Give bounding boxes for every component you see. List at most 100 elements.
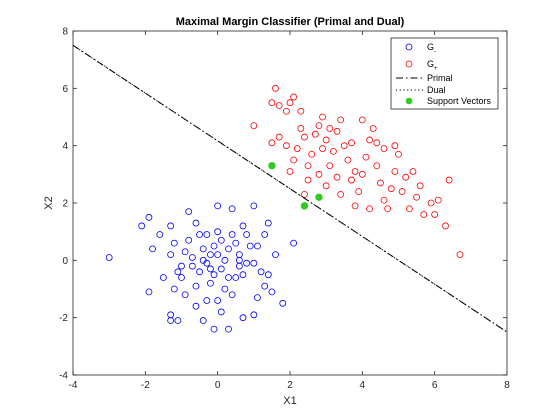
gplus-point	[369, 125, 377, 132]
gminus-point	[261, 282, 269, 290]
gminus-point	[156, 231, 164, 238]
gminus-point	[145, 288, 153, 296]
gminus-point	[149, 245, 156, 253]
y-tick-label: 4	[62, 141, 68, 152]
gplus-point	[326, 162, 334, 170]
gplus-point	[315, 170, 323, 178]
gplus-point	[319, 145, 326, 152]
gminus-point	[207, 251, 214, 259]
support-vector-point	[268, 162, 276, 170]
gminus-point	[170, 239, 178, 247]
gminus-point	[261, 231, 269, 238]
y-tick-label: 2	[62, 199, 68, 210]
dual-line	[73, 44, 507, 333]
gminus-point	[160, 274, 167, 281]
gplus-point	[286, 168, 294, 175]
gplus-point	[427, 199, 435, 207]
gminus-point	[214, 251, 222, 259]
gplus-point	[329, 147, 337, 155]
gminus-point	[235, 256, 243, 264]
gplus-point	[286, 99, 294, 107]
series-gplus	[250, 84, 464, 259]
gplus-point	[358, 116, 366, 124]
legend-marker-sv	[405, 97, 413, 105]
gplus-point	[434, 196, 442, 204]
gplus-point	[322, 182, 330, 190]
gminus-point	[185, 236, 193, 244]
legend-marker-gminus	[405, 43, 413, 51]
gminus-point	[290, 239, 298, 247]
legend-marker-gplus	[405, 60, 413, 68]
gminus-point	[178, 262, 185, 270]
gminus-point	[105, 254, 113, 261]
legend-item-gplus: G+	[405, 59, 438, 72]
y-tick-label: -4	[59, 371, 68, 382]
gplus-point	[405, 205, 413, 213]
gminus-point	[199, 256, 207, 264]
gminus-point	[239, 222, 247, 230]
gplus-point	[282, 142, 290, 150]
y-tick-label: -2	[59, 313, 68, 324]
gminus-point	[192, 282, 200, 290]
gminus-point	[178, 274, 185, 281]
x-tick-label: 6	[432, 380, 438, 391]
gminus-point	[264, 219, 272, 227]
gminus-point	[254, 242, 261, 250]
gminus-point	[228, 291, 236, 299]
gminus-point	[217, 236, 225, 244]
gplus-point	[348, 176, 355, 184]
gplus-point	[380, 196, 388, 204]
gminus-point	[199, 317, 207, 324]
gplus-point	[304, 176, 312, 184]
gplus-point	[387, 185, 395, 193]
gminus-point	[250, 202, 258, 210]
gminus-point	[145, 213, 153, 221]
gplus-point	[326, 125, 334, 132]
gplus-point	[366, 205, 373, 213]
gminus-point	[174, 317, 182, 324]
gminus-point	[225, 325, 232, 333]
gplus-point	[275, 133, 283, 141]
gminus-point	[272, 251, 279, 259]
gminus-point	[196, 268, 203, 276]
gminus-point	[243, 231, 251, 238]
gplus-point	[333, 127, 341, 135]
gminus-point	[167, 317, 175, 324]
legend-label-base: G	[427, 42, 434, 52]
gplus-point	[311, 130, 319, 138]
support-vectors	[268, 162, 323, 210]
gminus-point	[167, 222, 175, 230]
gplus-point	[362, 153, 370, 161]
gplus-point	[391, 142, 399, 150]
support-vector-point	[300, 202, 309, 210]
legend-item-sv: Support Vectors	[405, 96, 492, 106]
chart-title: Maximal Margin Classifier (Primal and Du…	[176, 16, 405, 28]
gminus-point	[188, 254, 196, 261]
gminus-point	[217, 265, 225, 273]
gminus-point	[199, 245, 207, 253]
gminus-point	[254, 294, 261, 302]
gplus-point	[290, 93, 298, 101]
gminus-point	[225, 274, 232, 281]
legend-label-sv: Support Vectors	[427, 96, 492, 106]
gminus-point	[210, 325, 218, 333]
legend-label-subscript: -	[434, 49, 436, 55]
gplus-point	[301, 133, 308, 141]
gminus-point	[225, 245, 232, 253]
gplus-point	[272, 84, 279, 92]
gminus-point	[210, 271, 218, 279]
gplus-point	[319, 113, 326, 121]
gminus-point	[181, 248, 189, 256]
gplus-point	[456, 251, 464, 259]
gminus-point	[203, 231, 211, 238]
gminus-point	[210, 242, 218, 250]
gplus-point	[250, 122, 258, 129]
gplus-point	[373, 139, 381, 147]
x-axis-label: X1	[283, 395, 296, 407]
gplus-point	[391, 168, 399, 175]
gplus-point	[398, 188, 406, 195]
gminus-point	[239, 271, 247, 279]
plot-area: -4 -2 0 2 4 6 8 -4 -2 0 2 4 6 8	[59, 27, 510, 392]
